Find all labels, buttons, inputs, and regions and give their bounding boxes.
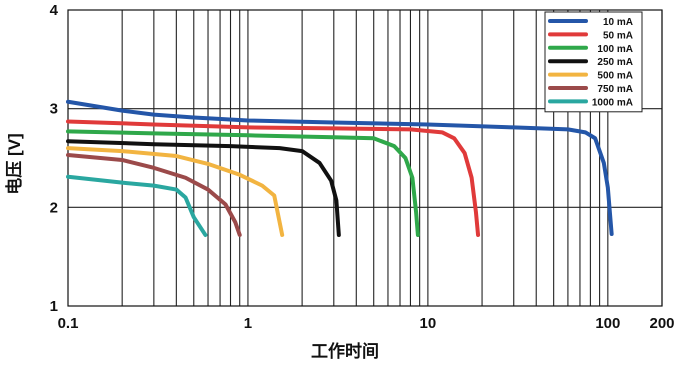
legend-label-1: 50 mA xyxy=(603,30,633,41)
x-tick-label: 1 xyxy=(244,315,252,332)
y-tick-label: 1 xyxy=(50,298,58,315)
series-line-1 xyxy=(66,119,481,237)
series-line-2 xyxy=(66,129,420,237)
y-tick-label: 2 xyxy=(50,199,58,216)
grid-layer xyxy=(68,10,663,306)
plot-frame xyxy=(67,9,663,307)
x-tick-label: 0.1 xyxy=(58,315,79,332)
legend-label-0: 10 mA xyxy=(603,17,633,28)
legend-label-5: 750 mA xyxy=(597,84,633,95)
x-tick-label: 100 xyxy=(595,315,620,332)
legend-label-3: 250 mA xyxy=(597,57,633,68)
series-line-4 xyxy=(66,146,285,237)
legend-label-4: 500 mA xyxy=(597,71,633,82)
series-line-3 xyxy=(66,139,341,237)
legend: 10 mA 50 mA 100 mA 250 mA 500 mA 750 mA 1000 m… xyxy=(544,11,643,113)
series-layer xyxy=(66,99,614,237)
series-line-0 xyxy=(66,99,614,236)
legend-label-2: 100 mA xyxy=(597,44,633,55)
x-tick-label: 200 xyxy=(649,315,674,332)
y-tick-label: 3 xyxy=(50,101,58,118)
x-axis-title: 工作时间 xyxy=(311,341,379,361)
x-tick-label: 10 xyxy=(420,315,437,332)
series-line-5 xyxy=(66,153,242,237)
y-axis-title: 电压 [V] xyxy=(4,133,24,194)
legend-label-6: 1000 mA xyxy=(592,97,633,108)
series-line-6 xyxy=(66,174,208,237)
y-tick-label: 4 xyxy=(50,2,59,19)
